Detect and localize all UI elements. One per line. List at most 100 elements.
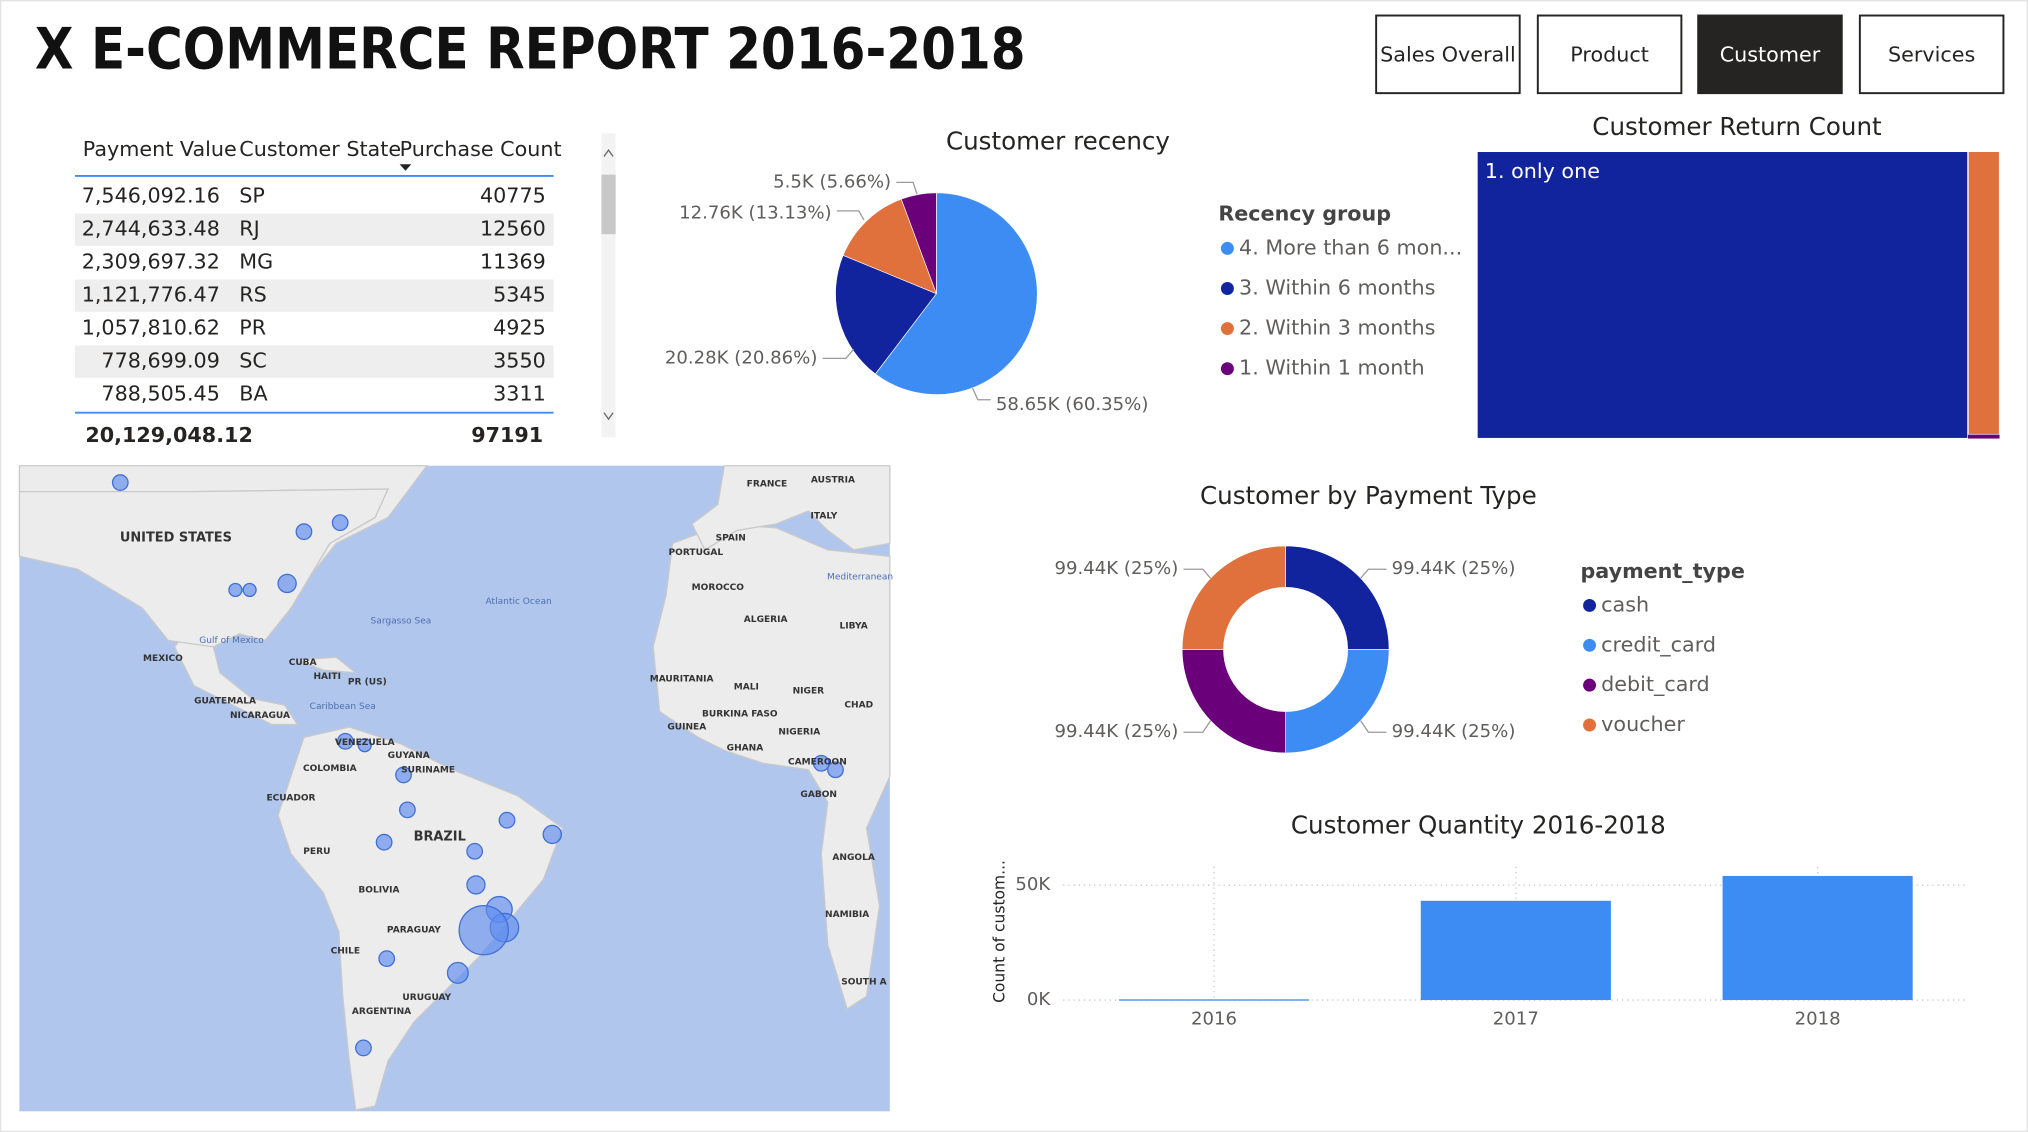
table-cell: PR bbox=[239, 316, 266, 340]
column-header[interactable]: Purchase Count bbox=[400, 137, 562, 161]
slice-label: 58.65K (60.35%) bbox=[996, 394, 1149, 415]
row-band bbox=[75, 345, 554, 378]
row-band bbox=[75, 213, 554, 246]
legend-marker[interactable] bbox=[1583, 638, 1597, 652]
total-payment: 20,129,048.12 bbox=[85, 423, 253, 447]
slice[interactable] bbox=[835, 254, 937, 375]
map-label: FRANCE bbox=[747, 479, 788, 489]
table-cell: 2,309,697.32 bbox=[82, 250, 220, 274]
map-label: BOLIVIA bbox=[358, 886, 399, 896]
legend-marker[interactable] bbox=[1220, 282, 1234, 295]
map-label: Sargasso Sea bbox=[371, 616, 432, 626]
map-label: GUYANA bbox=[388, 751, 430, 761]
legend-marker[interactable] bbox=[1583, 718, 1597, 732]
map-label: NAMIBIA bbox=[825, 910, 869, 920]
tile[interactable] bbox=[1476, 150, 1969, 440]
tile[interactable] bbox=[1968, 434, 2000, 439]
legend-marker[interactable] bbox=[1583, 678, 1597, 692]
legend-label[interactable]: 3. Within 6 months bbox=[1239, 275, 1435, 299]
slice-label: 12.76K (13.13%) bbox=[679, 202, 832, 223]
leader-line bbox=[972, 387, 991, 401]
bar[interactable] bbox=[1722, 875, 1913, 1001]
nav-button[interactable] bbox=[1375, 14, 1521, 95]
legend-label[interactable]: debit_card bbox=[1601, 672, 1710, 697]
nav-button[interactable] bbox=[1697, 14, 1843, 95]
slice[interactable] bbox=[1181, 649, 1286, 754]
chart-title: Customer recency bbox=[946, 126, 1170, 155]
legend-marker[interactable] bbox=[1583, 598, 1597, 612]
map-label: PARAGUAY bbox=[387, 926, 441, 936]
scroll-down[interactable] bbox=[603, 412, 614, 421]
tile[interactable] bbox=[1967, 150, 2001, 436]
map-label: VENEZUELA bbox=[335, 738, 395, 748]
bubble bbox=[355, 1039, 372, 1057]
bubble bbox=[375, 833, 393, 851]
chart-title: Customer Quantity 2016-2018 bbox=[1291, 811, 1666, 840]
map-label: UNITED STATES bbox=[120, 531, 232, 546]
land-caribbean bbox=[297, 656, 358, 674]
bubble bbox=[498, 811, 516, 829]
legend-label[interactable]: 2. Within 3 months bbox=[1239, 316, 1435, 340]
report-title: X E-COMMERCE REPORT 2016-2018 bbox=[35, 17, 1026, 83]
legend-marker[interactable] bbox=[1220, 241, 1234, 255]
y-tick-label: 0K bbox=[1027, 989, 1052, 1010]
slice-label: 99.44K (25%) bbox=[1055, 721, 1179, 742]
map-label: GHANA bbox=[727, 743, 764, 753]
table-cell: SP bbox=[239, 184, 265, 208]
bar[interactable] bbox=[1118, 999, 1310, 1001]
nav-label[interactable]: Services bbox=[1888, 43, 1975, 67]
table-cell: 4925 bbox=[493, 316, 546, 340]
slice-label: 99.44K (25%) bbox=[1055, 558, 1179, 579]
legend-marker[interactable] bbox=[1220, 362, 1234, 376]
bubble bbox=[357, 738, 372, 753]
column-header[interactable]: Customer State bbox=[239, 137, 401, 161]
table-cell: RS bbox=[239, 283, 267, 307]
slice[interactable] bbox=[900, 192, 937, 294]
scroll-up[interactable] bbox=[603, 148, 614, 157]
map-label: ARGENTINA bbox=[352, 1007, 411, 1017]
slice[interactable] bbox=[842, 198, 937, 295]
column-header[interactable]: Payment Value bbox=[83, 137, 237, 161]
slice[interactable] bbox=[1285, 545, 1390, 650]
bar[interactable] bbox=[1420, 900, 1611, 1001]
legend-marker[interactable] bbox=[1220, 322, 1234, 336]
nav-label[interactable]: Product bbox=[1570, 43, 1649, 67]
legend-label[interactable]: 1. Within 1 month bbox=[1239, 356, 1425, 380]
nav-label[interactable]: Sales Overall bbox=[1380, 43, 1516, 67]
map-label: GABON bbox=[800, 790, 837, 800]
slice[interactable] bbox=[874, 192, 1038, 395]
map-label: PERU bbox=[303, 847, 330, 857]
legend-label[interactable]: voucher bbox=[1601, 712, 1685, 736]
sort-arrow[interactable] bbox=[399, 164, 412, 171]
map-label: Atlantic Ocean bbox=[486, 597, 552, 607]
nav-label[interactable]: Customer bbox=[1720, 43, 1821, 67]
table-cell: 3311 bbox=[493, 382, 546, 406]
nav-button[interactable] bbox=[1858, 14, 2005, 95]
map-label: ALGERIA bbox=[744, 615, 788, 625]
nav-button[interactable] bbox=[1536, 14, 1683, 95]
table-cell: 40775 bbox=[480, 184, 546, 208]
bubble bbox=[242, 582, 257, 598]
legend-label[interactable]: 4. More than 6 mon... bbox=[1239, 235, 1462, 259]
slice-label: 20.28K (20.86%) bbox=[665, 347, 818, 368]
table-cell: SC bbox=[239, 349, 267, 373]
slice[interactable] bbox=[1285, 649, 1390, 754]
bubble bbox=[295, 523, 313, 541]
map-label: COLOMBIA bbox=[303, 764, 357, 774]
legend-label[interactable]: credit_card bbox=[1601, 632, 1716, 657]
slice[interactable] bbox=[1181, 545, 1286, 650]
scroll-thumb[interactable] bbox=[601, 174, 616, 235]
slice-label: 99.44K (25%) bbox=[1392, 721, 1516, 742]
map-label: Mediterranean bbox=[827, 572, 893, 582]
map-label: LIBYA bbox=[840, 622, 868, 632]
bubble bbox=[111, 474, 129, 491]
map-label: HAITI bbox=[313, 672, 340, 682]
leader-line bbox=[1360, 568, 1387, 579]
land-usa bbox=[18, 488, 390, 648]
map-label: BRAZIL bbox=[414, 830, 466, 845]
map-label: Gulf of Mexico bbox=[199, 636, 264, 646]
legend-label[interactable]: cash bbox=[1601, 592, 1649, 616]
map-bubbles bbox=[111, 474, 844, 1057]
